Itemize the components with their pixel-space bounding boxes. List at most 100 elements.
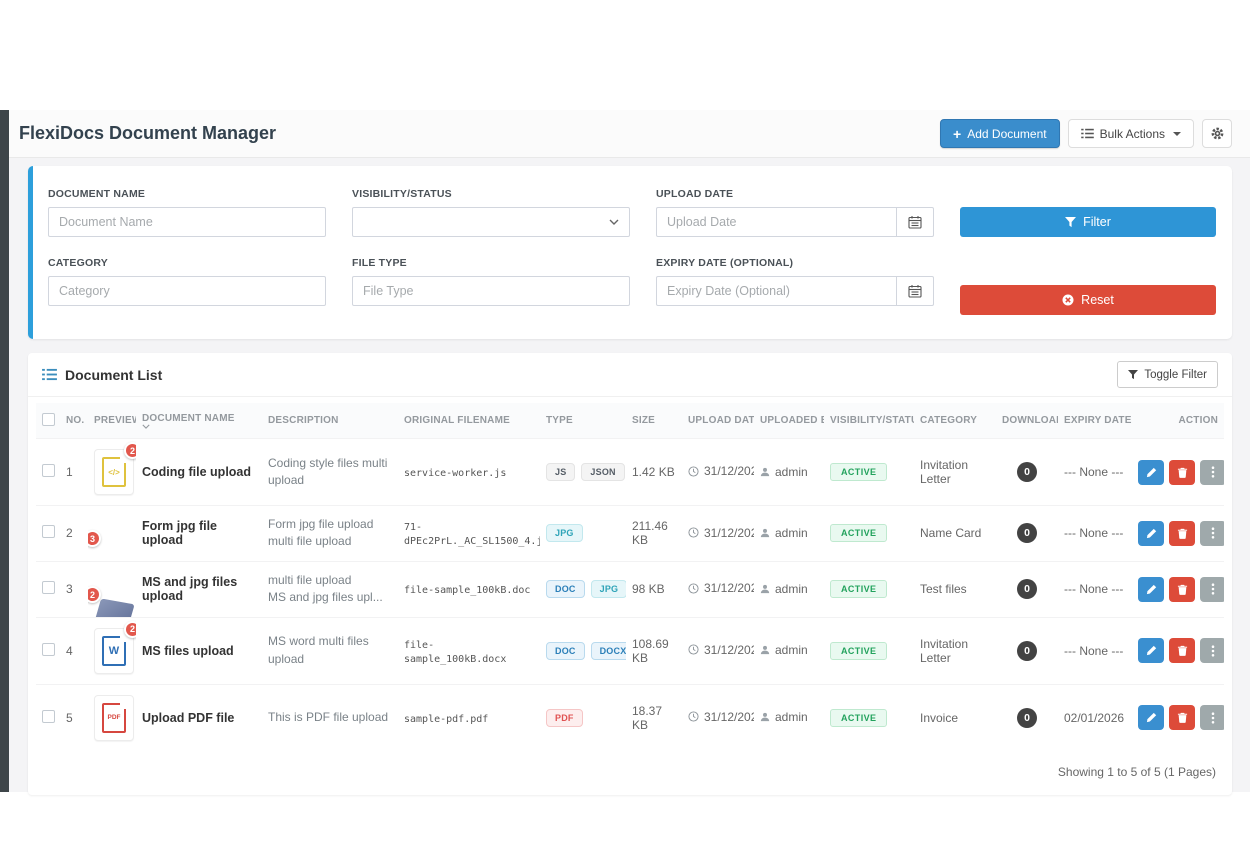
file-size: 108.69 KB	[626, 616, 682, 685]
toggle-filter-button[interactable]: Toggle Filter	[1117, 361, 1218, 388]
more-actions-button[interactable]	[1200, 705, 1224, 731]
type-badge: DOC	[546, 641, 585, 660]
row-number: 2	[60, 505, 88, 562]
table-row: 5 PDF Upload PDF file This is PDF file u…	[36, 683, 1224, 751]
preview-thumbnail[interactable]: 2 W	[94, 620, 136, 674]
word-file-icon: W	[94, 627, 134, 674]
status-badge: ACTIVE	[830, 708, 888, 727]
original-filename: sample-pdf.pdf	[404, 713, 489, 725]
more-actions-button[interactable]	[1200, 459, 1224, 485]
table-row: 3 2 MS and jpg files upload multi file u…	[36, 560, 1224, 618]
filter-button-cell: Filter	[960, 188, 1216, 237]
vertical-ellipsis-icon	[1211, 527, 1215, 539]
vertical-ellipsis-icon	[1211, 711, 1215, 724]
more-actions-button[interactable]	[1200, 576, 1224, 602]
add-document-button[interactable]: + Add Document	[940, 119, 1060, 148]
reset-button-label: Reset	[1081, 293, 1114, 307]
pencil-icon	[1146, 584, 1157, 595]
document-name-input[interactable]	[48, 207, 326, 237]
plus-icon: +	[953, 125, 962, 142]
edit-button[interactable]	[1138, 638, 1164, 664]
trash-icon	[1177, 645, 1188, 656]
uploaded-by: admin	[775, 710, 808, 725]
downloads-badge: 0	[1017, 523, 1037, 544]
document-name: MS and jpg files upload	[142, 575, 238, 604]
row-checkbox[interactable]	[42, 709, 55, 723]
document-list-header: Document List Toggle Filter	[28, 353, 1232, 397]
visibility-status-select[interactable]	[352, 207, 630, 237]
file-count-badge: 2	[124, 442, 136, 459]
chevron-down-icon	[609, 219, 619, 225]
col-no: NO.	[60, 403, 88, 439]
file-size: 1.42 KB	[626, 438, 682, 506]
category: Name Card	[914, 505, 996, 562]
document-name-label: DOCUMENT NAME	[48, 188, 146, 200]
user-icon	[760, 645, 770, 655]
category-field: CATEGORY	[48, 257, 326, 315]
delete-button[interactable]	[1169, 705, 1195, 731]
upload-date: 31/12/2025	[704, 464, 754, 479]
preview-thumbnail[interactable]: 2 </>	[94, 442, 136, 495]
row-checkbox[interactable]	[42, 525, 55, 539]
preview-thumbnail[interactable]: PDF	[94, 694, 134, 741]
clock-icon	[688, 527, 699, 538]
document-description: Form jpg file upload multi file upload	[268, 517, 374, 549]
reset-button[interactable]: Reset	[960, 285, 1216, 315]
document-description: This is PDF file upload	[268, 709, 389, 724]
vertical-ellipsis-icon	[1211, 583, 1215, 595]
settings-button[interactable]	[1202, 119, 1232, 148]
col-document-name[interactable]: DOCUMENT NAME	[136, 403, 262, 439]
category-input[interactable]	[48, 276, 326, 306]
delete-button[interactable]	[1169, 638, 1195, 664]
col-type: TYPE	[540, 403, 626, 439]
circle-x-icon	[1062, 294, 1074, 306]
caret-down-icon	[1173, 131, 1181, 136]
delete-button[interactable]	[1169, 459, 1195, 485]
sort-chevron-icon	[142, 424, 256, 429]
select-all-checkbox[interactable]	[42, 412, 55, 426]
upload-date: 31/12/2025	[704, 709, 754, 724]
edit-button[interactable]	[1138, 576, 1164, 602]
row-checkbox[interactable]	[42, 464, 55, 477]
calendar-icon	[908, 215, 922, 229]
more-actions-button[interactable]	[1200, 638, 1224, 664]
delete-button[interactable]	[1169, 520, 1195, 546]
col-preview: PREVIEW	[88, 403, 136, 439]
status-badge: ACTIVE	[830, 463, 888, 481]
category: Invoice	[914, 683, 996, 751]
col-upload-date: UPLOAD DATE	[682, 403, 754, 439]
type-badge: JS	[546, 463, 576, 481]
document-description: Coding style files multi upload	[268, 455, 388, 487]
upload-date-input[interactable]	[656, 207, 897, 237]
upload-date: 31/12/2025	[704, 581, 754, 596]
row-checkbox[interactable]	[42, 581, 55, 595]
expiry-date-calendar-addon[interactable]	[896, 276, 934, 306]
page-header: FlexiDocs Document Manager + Add Documen…	[9, 110, 1250, 158]
downloads-badge: 0	[1017, 462, 1037, 482]
filter-button[interactable]: Filter	[960, 207, 1216, 237]
edit-button[interactable]	[1138, 459, 1164, 485]
file-type-input[interactable]	[352, 276, 630, 306]
visibility-status-field: VISIBILITY/STATUS	[352, 188, 630, 237]
uploaded-by: admin	[775, 643, 808, 658]
user-icon	[760, 528, 770, 538]
upload-date: 31/12/2025	[704, 525, 754, 540]
filter-panel: DOCUMENT NAME VISIBILITY/STATUS UPLOAD D…	[28, 166, 1232, 339]
col-size: SIZE	[626, 403, 682, 439]
more-actions-button[interactable]	[1200, 520, 1224, 546]
edit-button[interactable]	[1138, 705, 1164, 731]
bulk-actions-label: Bulk Actions	[1099, 126, 1165, 141]
clock-icon	[688, 583, 699, 594]
upload-date-calendar-addon[interactable]	[896, 207, 934, 237]
row-checkbox[interactable]	[42, 642, 55, 656]
bulk-actions-button[interactable]: Bulk Actions	[1067, 119, 1194, 148]
expiry-date-input[interactable]	[656, 276, 897, 306]
original-filename: file-sample_100kB.doc	[404, 585, 531, 597]
edit-button[interactable]	[1138, 520, 1164, 546]
delete-button[interactable]	[1169, 576, 1195, 602]
list-icon	[42, 368, 57, 381]
file-count-badge: 2	[124, 620, 136, 638]
file-size: 98 KB	[626, 560, 682, 618]
upload-date-label: UPLOAD DATE	[656, 188, 734, 200]
